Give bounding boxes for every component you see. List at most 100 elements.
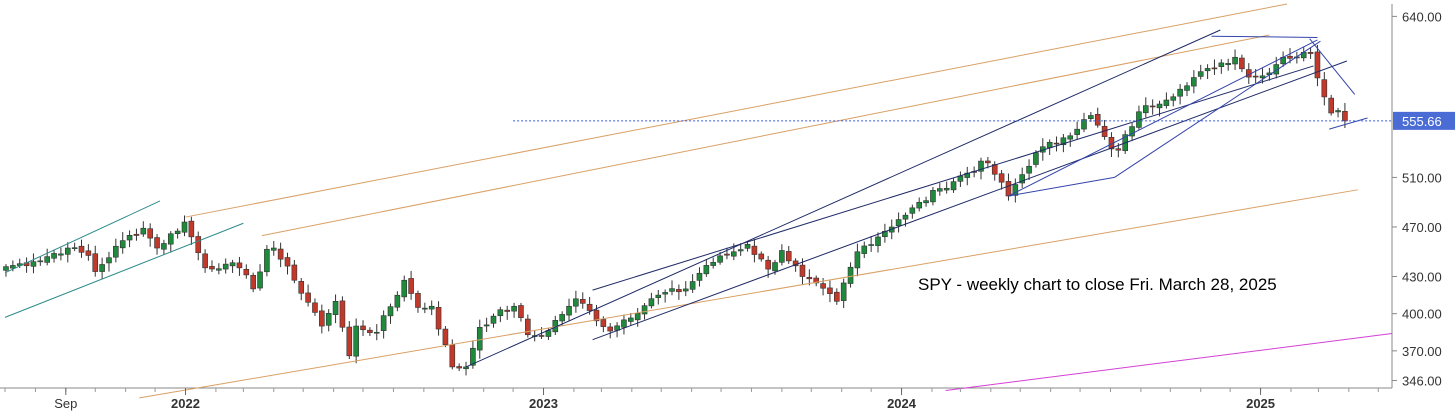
candle-up [1335,110,1341,113]
candle-down [456,366,462,369]
candle-up [490,315,497,324]
candle-down [154,237,160,249]
candle-up [422,307,428,310]
candle-up [216,268,222,271]
candle-up [1204,68,1211,72]
orange-trendline [139,189,1358,399]
candle-down [209,266,215,270]
candle-up [1184,85,1190,91]
candle-down [586,303,593,311]
candle-up [641,305,648,315]
candle-up [380,315,387,331]
candle-down [298,281,305,294]
candle-up [737,249,744,252]
candle-down [1149,105,1156,108]
candle-down [346,326,353,357]
candle-up [731,251,737,257]
candle-down [236,262,243,269]
candle-up [573,298,579,307]
candle-down [751,245,758,255]
candle-up [902,214,909,220]
chart-annotation: SPY - weekly chart to close Fri. March 2… [918,275,1277,294]
candle-up [10,265,16,269]
candle-down [339,300,346,328]
candle-up [875,236,881,246]
candle-up [943,187,950,191]
last-price-label: 555.66 [1402,114,1442,129]
x-tick-label: Sep [54,396,77,411]
candle-down [785,251,792,262]
teal-trendline [4,200,161,274]
candle-up [682,288,689,292]
candle-up [1019,174,1025,184]
candle-down [202,253,208,269]
candle-down [147,228,153,239]
candle-up [909,207,916,214]
candle-up [937,188,943,192]
candle-up [847,266,854,284]
candle-up [1225,63,1231,65]
candle-up [401,279,408,298]
candle-up [566,305,572,316]
blue-trendline [1211,35,1318,38]
candle-down [277,248,284,260]
candle-down [367,329,373,333]
candle-up [394,294,401,308]
candle-down [85,250,92,256]
blue-trendline [1008,176,1115,197]
candle-down [607,326,614,332]
candle-up [1012,184,1019,196]
candle-up [669,288,675,292]
candle-up [270,247,277,251]
candle-down [758,253,765,260]
candle-down [195,236,202,253]
candle-up [373,331,380,334]
candle-down [991,164,998,175]
candle-up [1129,126,1135,137]
candle-down [676,289,682,293]
candle-up [621,319,627,328]
candle-down [284,257,291,267]
candle-up [1088,115,1094,119]
candle-up [71,247,78,249]
candle-up [1163,99,1170,106]
candle-down [765,259,771,270]
y-tick-label: 430.00 [1402,270,1442,285]
candle-up [44,256,50,263]
candle-down [538,335,545,337]
candle-up [854,251,861,269]
candle-up [428,305,435,310]
candle-up [463,366,469,370]
candle-up [772,262,778,272]
candle-down [408,278,414,294]
candle-up [1177,88,1183,97]
candle-up [861,245,868,254]
orange-trendline [261,34,1270,237]
candle-down [593,309,600,322]
candle-up [1232,56,1238,65]
candle-down [1211,67,1218,70]
candle-up [1074,128,1080,135]
candle-up [3,266,9,271]
navy-trendline [592,65,1314,291]
candle-down [435,307,442,330]
magenta-trendline [945,333,1393,391]
candle-up [717,255,723,263]
candle-down [1005,181,1012,197]
candle-down [985,160,991,164]
candle-down [305,292,311,303]
candle-up [559,314,565,322]
candle-up [353,325,359,357]
candle-up [119,240,126,249]
candle-up [710,262,717,266]
candle-down [449,344,456,368]
candle-down [813,277,820,284]
candle-up [37,260,44,263]
candle-down [319,310,325,327]
candle-up [923,200,929,204]
navy-trendline [465,29,1221,368]
candle-down [834,291,840,302]
candle-down [312,302,318,313]
candle-down [827,287,833,294]
candle-up [703,265,710,275]
